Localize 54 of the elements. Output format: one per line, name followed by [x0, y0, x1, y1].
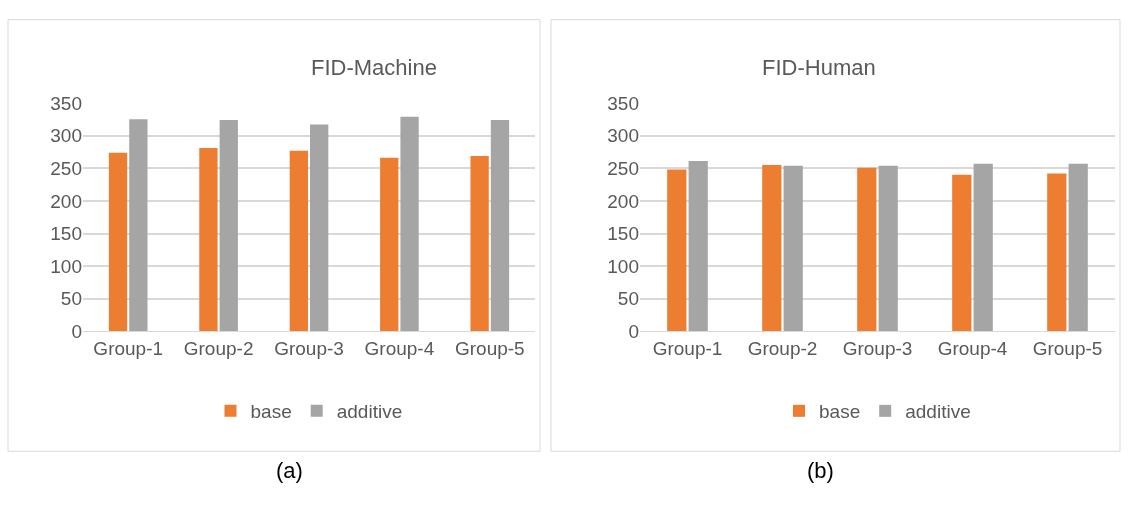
y-tick-label: 150	[50, 223, 82, 245]
y-tick-label: 300	[607, 125, 639, 147]
bar	[129, 119, 148, 332]
y-tick-label: 300	[50, 125, 82, 147]
y-tick-label: 0	[628, 321, 639, 343]
bar	[762, 165, 782, 332]
y-tick-label: 250	[607, 157, 639, 179]
text: (b)	[807, 458, 834, 483]
chart-title: FID-Machine	[311, 55, 437, 80]
bar	[310, 124, 329, 332]
bar	[1068, 163, 1088, 332]
y-tick-label: 50	[617, 288, 639, 310]
bar	[108, 152, 128, 332]
x-tick-label: Group-5	[1032, 338, 1103, 360]
bar	[490, 120, 510, 332]
x-tick-label: Group-4	[364, 338, 435, 360]
bar	[973, 163, 993, 332]
text: (a)	[276, 458, 303, 483]
bar	[1047, 173, 1067, 332]
x-tick-label: Group-5	[454, 338, 525, 360]
bar	[783, 165, 803, 332]
y-tick-label: 150	[607, 223, 639, 245]
bar	[400, 116, 419, 332]
y-tick-label: 350	[50, 92, 82, 114]
legend-label: additive	[905, 401, 971, 423]
bar	[380, 157, 399, 332]
y-tick-label: 200	[607, 190, 639, 212]
y-tick-label: 100	[50, 255, 82, 277]
x-tick-label: Group-1	[652, 338, 723, 360]
x-tick-label: Group-1	[93, 338, 164, 360]
bar	[667, 169, 687, 332]
bar	[952, 174, 972, 332]
bar	[878, 165, 898, 332]
x-tick-label: Group-2	[747, 338, 818, 360]
legend-label: base	[819, 401, 861, 423]
bar	[688, 161, 708, 332]
y-tick-label: 50	[60, 288, 82, 310]
x-tick-label: Group-3	[274, 338, 344, 360]
bar	[219, 120, 238, 332]
x-tick-label: Group-2	[183, 338, 254, 360]
bar	[470, 155, 489, 332]
bar	[857, 167, 877, 332]
y-tick-label: 0	[71, 321, 82, 343]
y-tick-label: 200	[50, 190, 82, 212]
y-tick-label: 250	[50, 157, 82, 179]
bar	[289, 150, 308, 332]
bar	[199, 148, 218, 332]
x-tick-label: Group-3	[842, 338, 913, 360]
legend-label: base	[250, 401, 292, 423]
y-tick-label: 350	[607, 92, 639, 114]
legend-label: additive	[336, 401, 403, 423]
y-tick-label: 100	[607, 255, 639, 277]
chart-title: FID-Human	[762, 55, 876, 80]
x-tick-label: Group-4	[937, 338, 1008, 360]
